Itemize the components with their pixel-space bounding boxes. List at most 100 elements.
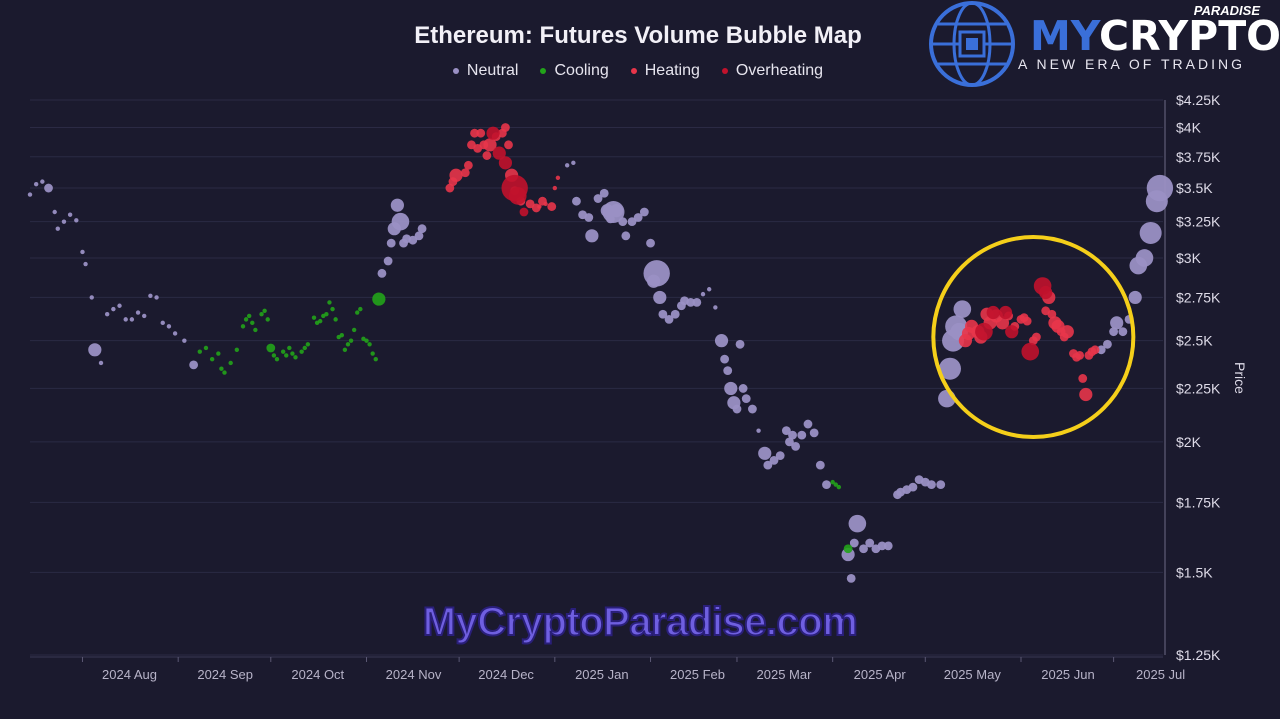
bubble-neutral — [621, 231, 631, 241]
x-tick-label: 2025 Feb — [670, 667, 725, 682]
x-tick-label: 2024 Sep — [197, 667, 253, 682]
x-tick-label: 2025 Mar — [757, 667, 813, 682]
bubble-neutral — [646, 238, 655, 248]
bubble-overheating — [498, 156, 513, 170]
legend-label: Overheating — [735, 62, 824, 79]
bubble-neutral — [408, 235, 418, 245]
bubble-overheating — [1005, 325, 1019, 339]
bubble-cooling — [358, 306, 363, 312]
bubble-neutral — [908, 482, 918, 492]
bubble-cooling — [280, 349, 286, 354]
bubble-cooling — [367, 342, 372, 347]
bubble-neutral — [723, 366, 733, 376]
bubble-overheating — [508, 187, 527, 205]
legend-item[interactable]: Heating — [630, 62, 700, 80]
bubble-neutral — [653, 290, 667, 305]
bubble-neutral — [83, 261, 88, 267]
bubble-neutral — [791, 442, 801, 451]
bubble-neutral — [658, 309, 668, 319]
bubble-neutral — [61, 219, 67, 224]
bubble-neutral — [117, 303, 122, 308]
bubble-neutral — [172, 331, 178, 336]
bubble-cooling — [843, 544, 853, 554]
y-tick-label: $1.75K — [1176, 494, 1221, 510]
y-tick-label: $3K — [1176, 250, 1202, 266]
y-tick-label: $1.5K — [1176, 564, 1213, 580]
bubble-cooling — [290, 351, 295, 356]
bubble-neutral — [33, 181, 39, 187]
x-tick-label: 2024 Nov — [386, 667, 442, 682]
brand-logo: MYCRYPTO PARADISE A NEW ERA OF TRADING — [920, 0, 1280, 92]
bubble-cooling — [311, 315, 317, 320]
bubble-neutral — [52, 209, 57, 215]
bubble-neutral — [713, 305, 718, 310]
bubble-neutral — [714, 334, 729, 348]
x-tick-label: 2025 May — [944, 667, 1002, 682]
bubble-neutral — [377, 268, 387, 278]
bubble-heating — [547, 202, 557, 211]
bubble-neutral — [1109, 327, 1119, 337]
bubble-neutral — [748, 404, 757, 414]
bubble-neutral — [724, 381, 738, 396]
bubble-neutral — [797, 430, 807, 440]
bubble-neutral — [936, 480, 946, 490]
bubble-overheating — [975, 322, 993, 341]
bubble-cooling — [299, 349, 304, 354]
bubble-neutral — [27, 192, 33, 197]
bubble-cooling — [250, 320, 255, 326]
bubble-cooling — [324, 312, 329, 317]
bubble-cooling — [372, 292, 386, 306]
logo-paradise: PARADISE — [1193, 3, 1260, 18]
bubble-overheating — [1021, 342, 1040, 361]
bubble-neutral — [775, 451, 785, 461]
bubble-heating — [543, 201, 548, 207]
bubble-neutral — [148, 293, 153, 298]
bubble-cooling — [327, 300, 332, 305]
bubble-neutral — [732, 404, 742, 414]
bubble-neutral — [88, 343, 102, 357]
bubble-cooling — [293, 355, 298, 360]
bubble-cooling — [219, 366, 224, 371]
bubble-neutral — [877, 541, 887, 551]
legend-item[interactable]: Overheating — [721, 62, 824, 80]
bubble-neutral — [1103, 339, 1112, 349]
bubble-cooling — [373, 356, 378, 362]
y-tick-label: $3.5K — [1176, 180, 1213, 196]
bubble-heating — [501, 123, 510, 132]
bubble-neutral — [1128, 290, 1142, 305]
bubble-cooling — [284, 353, 289, 358]
bubble-neutral — [564, 163, 570, 168]
bubble-neutral — [414, 231, 424, 241]
legend-marker — [540, 68, 547, 74]
bubble-cooling — [830, 479, 835, 485]
bubble-heating — [449, 168, 463, 182]
bubble-neutral — [822, 480, 831, 490]
bubble-neutral — [417, 224, 427, 234]
bubble-neutral — [849, 538, 859, 548]
bubble-neutral — [938, 357, 961, 380]
bubble-neutral — [788, 430, 797, 440]
bubble-cooling — [259, 312, 264, 317]
legend-item[interactable]: Neutral — [452, 62, 518, 80]
bubble-neutral — [953, 300, 972, 318]
bubble-overheating — [492, 146, 506, 160]
bubble-neutral — [664, 314, 674, 324]
bubble-cooling — [274, 356, 280, 362]
bubble-cooling — [370, 351, 375, 356]
bubble-neutral — [40, 179, 45, 184]
bubble-heating — [552, 185, 558, 191]
y-tick-label: $4.25K — [1176, 92, 1221, 108]
bubble-cooling — [317, 318, 323, 324]
legend-item[interactable]: Cooling — [540, 62, 609, 80]
bubble-neutral — [720, 354, 730, 364]
bubble-neutral — [98, 360, 104, 366]
bubble-neutral — [55, 226, 60, 231]
bubble-neutral — [160, 320, 165, 326]
bubble-cooling — [197, 349, 202, 354]
bubble-neutral — [74, 218, 79, 223]
bubble-neutral — [609, 204, 624, 218]
bubble-overheating — [486, 126, 500, 140]
bubble-heating — [1078, 374, 1088, 383]
bubble-heating — [470, 128, 479, 138]
